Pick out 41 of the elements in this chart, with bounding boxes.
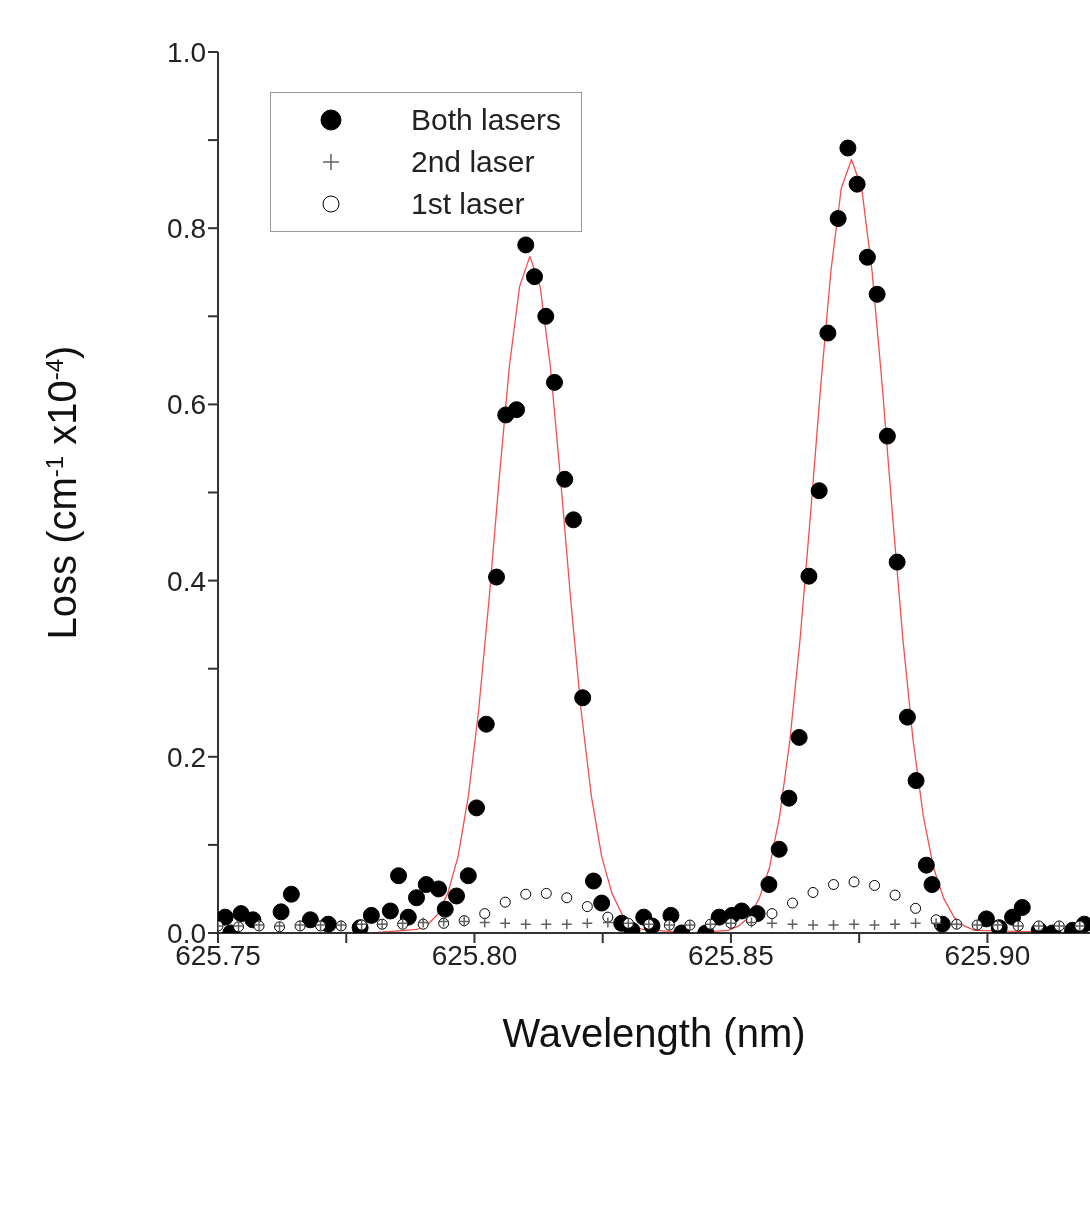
point bbox=[889, 889, 901, 901]
point bbox=[499, 917, 511, 930]
y-tick-label: 0.4 bbox=[167, 565, 206, 597]
point bbox=[520, 888, 532, 900]
y-tick-label: 0.8 bbox=[167, 213, 206, 245]
point bbox=[766, 908, 778, 920]
y-tick-label: 0.6 bbox=[167, 389, 206, 421]
point bbox=[786, 918, 799, 930]
point bbox=[848, 918, 860, 930]
point bbox=[786, 897, 798, 909]
point bbox=[478, 916, 491, 929]
point bbox=[827, 919, 840, 931]
point bbox=[889, 918, 901, 930]
y-tick-label: 1.0 bbox=[167, 36, 206, 68]
point bbox=[561, 918, 573, 930]
point bbox=[540, 918, 553, 930]
point bbox=[520, 918, 532, 930]
point bbox=[910, 902, 922, 914]
point bbox=[828, 879, 840, 891]
point bbox=[499, 896, 511, 908]
legend-label: 2nd laser bbox=[411, 144, 535, 180]
legend-label: 1st laser bbox=[411, 186, 525, 222]
x-tick-label: 625.90 bbox=[944, 939, 1031, 971]
point bbox=[540, 887, 552, 899]
point bbox=[581, 901, 593, 913]
x-axis-title: Wavelength (nm) bbox=[502, 1011, 806, 1055]
point bbox=[479, 908, 491, 920]
point bbox=[602, 916, 614, 929]
point bbox=[807, 886, 819, 898]
point bbox=[807, 919, 819, 931]
legend-label: Both lasers bbox=[411, 102, 562, 138]
y-tick-label: 0.2 bbox=[167, 741, 206, 773]
point bbox=[848, 876, 860, 888]
x-tick-label: 625.80 bbox=[431, 939, 518, 971]
point bbox=[869, 879, 881, 891]
point bbox=[868, 919, 881, 931]
point bbox=[766, 917, 778, 930]
point bbox=[581, 917, 594, 930]
point bbox=[561, 892, 573, 904]
x-tick-label: 625.85 bbox=[688, 939, 774, 971]
point bbox=[909, 917, 922, 930]
